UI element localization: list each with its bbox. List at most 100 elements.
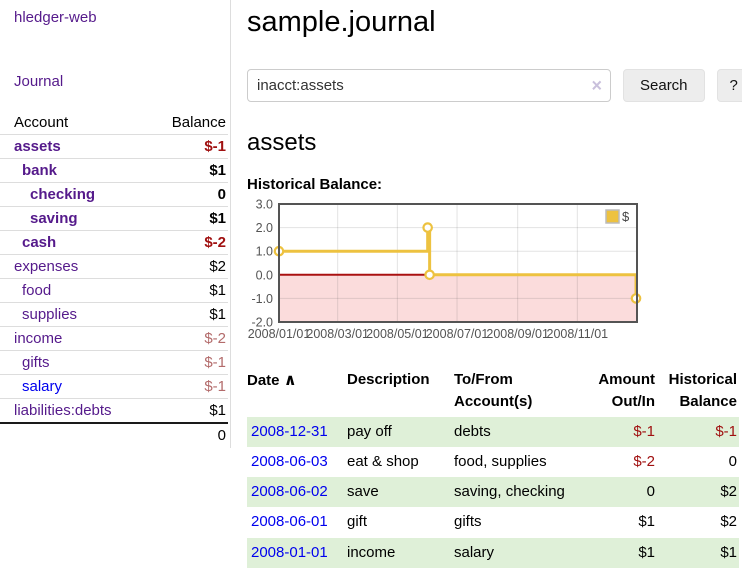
accounts-total-row: 0 xyxy=(0,422,228,448)
register-col-date[interactable]: Date ∧ xyxy=(247,367,347,417)
account-cell: income xyxy=(0,327,152,351)
sidebar-account-link[interactable]: liabilities:debts xyxy=(14,402,112,419)
account-balance: $1 xyxy=(209,402,226,419)
sidebar-account-link[interactable]: gifts xyxy=(22,354,50,371)
account-balance: 0 xyxy=(217,186,226,203)
account-row: checking 0 xyxy=(0,182,228,207)
search-input[interactable] xyxy=(247,69,611,102)
register-col-accounts: To/From Account(s) xyxy=(454,371,533,410)
sidebar-account-link[interactable]: food xyxy=(22,282,52,299)
transaction-date-link[interactable]: 2008-01-01 xyxy=(251,543,328,561)
account-balance: $1 xyxy=(209,306,226,323)
clear-search-icon[interactable]: × xyxy=(591,74,602,95)
register-balance-cell: $1 xyxy=(720,543,737,561)
svg-text:3.0: 3.0 xyxy=(256,198,273,212)
app-brand-link[interactable]: hledger-web xyxy=(14,9,97,26)
svg-text:0.0: 0.0 xyxy=(256,268,273,282)
register-balance-cell: $2 xyxy=(720,483,737,500)
account-balance: $-1 xyxy=(204,354,226,371)
account-balance: $2 xyxy=(209,258,226,275)
account-row: supplies $1 xyxy=(0,302,228,327)
account-row: assets $-1 xyxy=(0,134,228,159)
legend-label: $ xyxy=(622,209,630,224)
account-row: cash $-2 xyxy=(0,230,228,255)
register-date-cell: 2008-06-01 xyxy=(247,507,347,537)
sidebar-account-link[interactable]: cash xyxy=(22,234,57,251)
register-description-cell: save xyxy=(347,483,379,500)
register-description-cell: income xyxy=(347,543,396,561)
accounts-header-row: Account Balance xyxy=(0,111,228,135)
svg-text:2.0: 2.0 xyxy=(256,221,273,235)
accounts-total-value: 0 xyxy=(151,422,228,448)
legend-swatch xyxy=(605,209,620,224)
register-balance-cell: 0 xyxy=(728,452,737,470)
svg-text:2008/07/01: 2008/07/01 xyxy=(426,327,489,341)
page-title: sample.journal xyxy=(247,6,436,38)
transaction-date-link[interactable]: 2008-06-01 xyxy=(251,513,328,531)
register-col-date-label: Date xyxy=(247,372,280,389)
transaction-date-link[interactable]: 2008-12-31 xyxy=(251,422,328,440)
svg-text:-2.0: -2.0 xyxy=(251,316,273,330)
accounts-col-account: Account xyxy=(14,114,69,131)
account-balance: $-1 xyxy=(204,138,226,155)
register-balance-cell: $-1 xyxy=(715,422,737,440)
search-button[interactable]: Search xyxy=(623,69,705,102)
register-accounts-cell: salary xyxy=(454,543,495,561)
main-content: sample.journal × Search ? assets Histori… xyxy=(231,0,742,588)
sidebar-account-link[interactable]: expenses xyxy=(14,258,79,275)
register-amount-cell: 0 xyxy=(646,483,655,500)
register-row: 2008-06-03 eat & shop food, supplies $-2 0 xyxy=(247,447,739,477)
account-cell: bank xyxy=(0,159,152,183)
account-heading: assets xyxy=(247,129,317,156)
sidebar-account-link[interactable]: assets xyxy=(14,138,61,155)
sidebar-account-link[interactable]: checking xyxy=(30,186,96,203)
accounts-total-spacer xyxy=(0,422,152,448)
register-accounts-cell: gifts xyxy=(454,513,482,531)
sidebar: hledger-web Journal Account Balance asse… xyxy=(0,0,231,448)
sort-ascending-icon: ∧ xyxy=(283,372,297,389)
svg-text:1.0: 1.0 xyxy=(256,245,273,259)
register-description-cell: gift xyxy=(347,513,368,531)
account-row: saving $1 xyxy=(0,206,228,231)
svg-text:2008/03/01: 2008/03/01 xyxy=(306,327,369,341)
account-row: bank $1 xyxy=(0,158,228,183)
sidebar-account-link[interactable]: income xyxy=(14,330,63,347)
help-button[interactable]: ? xyxy=(716,69,742,102)
account-cell: checking xyxy=(0,183,152,207)
account-cell: cash xyxy=(0,231,152,255)
account-row: food $1 xyxy=(0,278,228,303)
account-row: income $-2 xyxy=(0,326,228,351)
account-balance: $1 xyxy=(209,210,226,227)
register-date-cell: 2008-06-03 xyxy=(247,447,347,477)
sidebar-item-journal[interactable]: Journal xyxy=(14,73,64,90)
search-input-wrap: × xyxy=(247,69,611,102)
account-row: expenses $2 xyxy=(0,254,228,279)
sidebar-account-link[interactable]: bank xyxy=(22,162,58,179)
account-balance: $1 xyxy=(209,162,226,179)
register-accounts-cell: debts xyxy=(454,422,491,440)
chart-title: Historical Balance: xyxy=(247,176,383,193)
accounts-table: Account Balance assets $-1 bank $1 checking 0… xyxy=(0,111,228,448)
register-date-cell: 2008-12-31 xyxy=(247,417,347,447)
register-row: 2008-12-31 pay off debts $-1 $-1 xyxy=(247,416,739,447)
svg-text:2008/05/01: 2008/05/01 xyxy=(366,327,429,341)
register-row: 2008-06-02 save saving, checking 0 $2 xyxy=(247,477,739,508)
register-amount-cell: $1 xyxy=(638,543,655,561)
sidebar-account-link[interactable]: salary xyxy=(22,378,63,395)
transaction-date-link[interactable]: 2008-06-02 xyxy=(251,483,328,500)
register-description-cell: eat & shop xyxy=(347,452,419,470)
transaction-date-link[interactable]: 2008-06-03 xyxy=(251,452,328,470)
account-balance: $-2 xyxy=(204,330,226,347)
register-accounts-cell: saving, checking xyxy=(454,483,565,500)
register-accounts-cell: food, supplies xyxy=(454,452,547,470)
account-cell: liabilities:debts xyxy=(0,399,152,424)
sidebar-account-link[interactable]: supplies xyxy=(22,306,78,323)
register-table: Date ∧ Description To/From Account(s) Am… xyxy=(247,367,739,568)
register-amount-cell: $1 xyxy=(638,513,655,531)
sidebar-account-link[interactable]: saving xyxy=(30,210,78,227)
account-cell: supplies xyxy=(0,303,152,327)
svg-text:2008/11/01: 2008/11/01 xyxy=(547,327,609,341)
register-date-cell: 2008-01-01 xyxy=(247,538,347,568)
account-cell: gifts xyxy=(0,351,152,375)
